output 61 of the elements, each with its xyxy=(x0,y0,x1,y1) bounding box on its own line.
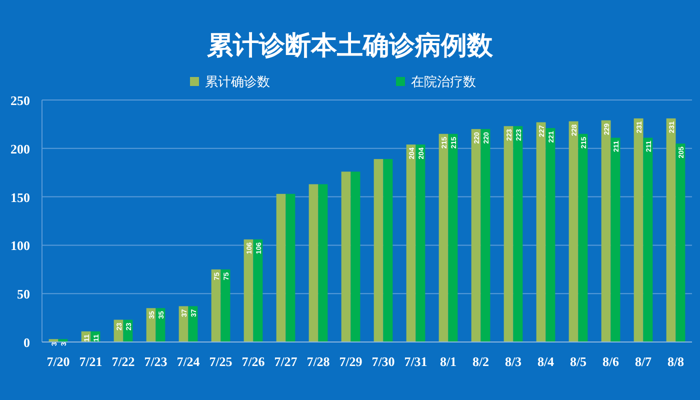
bar xyxy=(374,159,384,342)
bar xyxy=(643,138,653,342)
bar xyxy=(416,144,426,342)
bar xyxy=(568,121,578,342)
bar xyxy=(406,144,416,342)
x-tick-label: 7/20 xyxy=(46,354,70,369)
bar xyxy=(350,172,360,342)
x-tick-label: 8/1 xyxy=(440,354,457,369)
x-tick-label: 8/3 xyxy=(504,354,522,369)
x-tick-label: 8/6 xyxy=(602,354,620,369)
x-tick-label: 7/27 xyxy=(274,354,298,369)
y-tick-label: 150 xyxy=(10,190,30,205)
x-tick-label: 8/5 xyxy=(570,354,588,369)
bar xyxy=(244,239,254,342)
y-tick-label: 250 xyxy=(10,93,30,108)
chart-title: 累计诊断本土确诊病例数 xyxy=(206,31,494,61)
x-tick-label: 8/8 xyxy=(667,354,685,369)
bar xyxy=(578,134,588,342)
x-tick-label: 7/25 xyxy=(209,354,233,369)
x-tick-label: 8/7 xyxy=(634,354,652,369)
bar xyxy=(211,269,221,342)
bar xyxy=(601,120,611,342)
bar xyxy=(480,129,490,342)
bar xyxy=(308,184,318,342)
x-tick-label: 7/29 xyxy=(339,354,363,369)
y-tick-label: 200 xyxy=(10,141,30,156)
x-tick-label: 8/4 xyxy=(537,354,555,369)
bar xyxy=(438,134,448,342)
bar xyxy=(146,308,156,342)
y-tick-label: 0 xyxy=(24,335,30,350)
legend-label: 累计确诊数 xyxy=(205,75,270,90)
bar xyxy=(546,128,556,342)
bar xyxy=(253,239,263,342)
bar xyxy=(220,269,230,342)
x-tick-label: 7/22 xyxy=(112,354,135,369)
bar xyxy=(610,138,620,342)
bar xyxy=(318,184,328,342)
bar xyxy=(666,118,676,342)
x-tick-label: 7/30 xyxy=(372,354,395,369)
bar xyxy=(504,126,514,342)
bar xyxy=(513,126,523,342)
x-tick-label: 7/24 xyxy=(176,354,200,369)
x-tick-label: 7/26 xyxy=(242,354,266,369)
bar xyxy=(634,118,644,342)
bar xyxy=(276,194,286,342)
bar xyxy=(383,159,393,342)
bar xyxy=(471,129,481,342)
y-tick-label: 50 xyxy=(17,286,30,302)
bar xyxy=(448,134,458,342)
x-tick-label: 7/21 xyxy=(79,354,102,369)
bar xyxy=(536,122,546,342)
x-tick-label: 8/2 xyxy=(472,354,490,369)
y-tick-label: 100 xyxy=(10,238,30,254)
x-tick-label: 7/31 xyxy=(404,354,428,369)
bar xyxy=(676,144,686,342)
bar xyxy=(341,172,351,342)
bar xyxy=(178,306,188,342)
legend-label: 在院治疗数 xyxy=(411,75,476,90)
x-tick-label: 7/23 xyxy=(144,354,168,369)
bar xyxy=(286,194,296,342)
x-tick-label: 7/28 xyxy=(306,354,330,369)
